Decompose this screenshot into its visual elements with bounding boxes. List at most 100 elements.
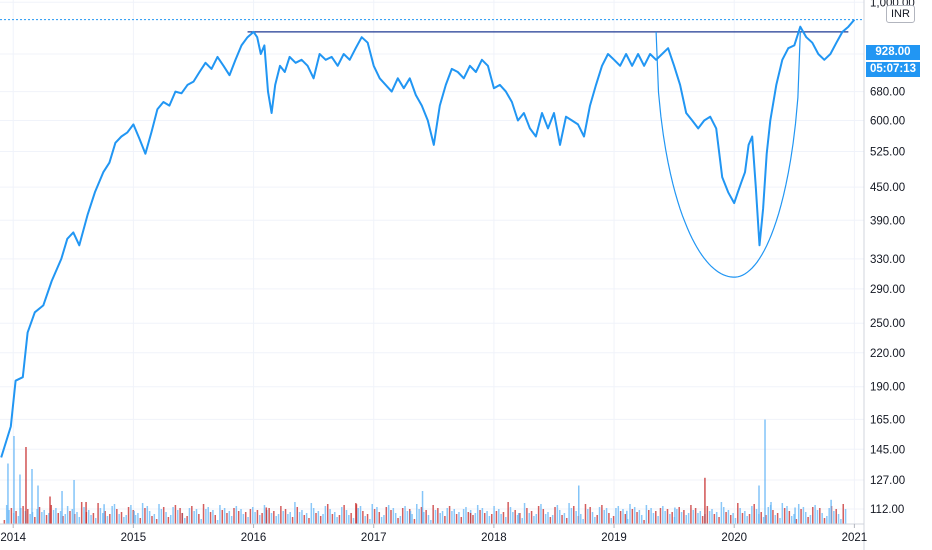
volume-bar xyxy=(181,513,183,524)
volume-bar xyxy=(828,508,830,524)
volume-bar xyxy=(336,517,338,524)
volume-bar xyxy=(118,514,120,524)
volume-bar xyxy=(794,507,796,524)
volume-bar xyxy=(430,520,432,524)
volume-bar xyxy=(233,508,235,524)
volume-bar xyxy=(781,503,784,524)
volume-bar xyxy=(776,513,779,524)
volume-bar xyxy=(612,516,615,524)
volume-bar xyxy=(268,508,270,524)
volume-bar xyxy=(685,515,687,524)
volume-bar xyxy=(249,509,252,524)
volume-bar xyxy=(741,513,744,524)
volume-bar xyxy=(165,512,167,524)
volume-bar xyxy=(734,518,737,524)
volume-bar xyxy=(50,505,52,524)
volume-bar xyxy=(631,509,634,524)
volume-bar xyxy=(659,508,662,524)
volume-bar xyxy=(519,513,521,524)
volume-bar xyxy=(472,515,474,524)
y-tick-label: 290.00 xyxy=(870,284,905,296)
volume-bar xyxy=(617,506,620,524)
volume-bar xyxy=(195,509,198,524)
volume-bar xyxy=(474,513,477,524)
y-tick-label: 525.00 xyxy=(870,146,905,158)
volume-bar xyxy=(202,504,205,524)
volume-bar xyxy=(329,509,331,524)
volume-bar xyxy=(369,519,371,524)
volume-bar xyxy=(296,507,299,524)
volume-bar xyxy=(64,514,67,524)
volume-bar xyxy=(106,516,109,524)
volume-bar xyxy=(230,516,233,524)
bar-countdown-badge: 05:07:13 xyxy=(866,62,920,77)
volume-bar xyxy=(678,507,680,524)
volume-bar xyxy=(437,508,439,524)
volume-bar xyxy=(87,510,90,524)
volume-bar xyxy=(633,507,636,524)
volume-bar xyxy=(188,508,191,524)
volume-bar xyxy=(102,513,104,524)
volume-bar xyxy=(840,519,842,524)
volume-bar xyxy=(184,518,186,524)
volume-bar xyxy=(772,510,774,524)
volume-bar xyxy=(512,512,514,524)
volume-bar xyxy=(498,509,500,524)
volume-bar xyxy=(715,512,718,524)
volume-bar xyxy=(416,504,418,524)
volume-bar xyxy=(221,510,224,524)
volume-bar xyxy=(516,515,519,524)
volume-bar xyxy=(692,510,695,524)
volume-bar xyxy=(308,518,310,524)
volume-bar xyxy=(664,511,666,524)
volume-bar xyxy=(19,474,21,524)
y-tick-label: 330.00 xyxy=(870,254,905,266)
volume-bar xyxy=(582,519,584,524)
volume-bar xyxy=(324,506,327,524)
volume-bar xyxy=(5,505,8,524)
volume-bar xyxy=(584,504,587,524)
volume-bar xyxy=(448,506,451,524)
volume-bar xyxy=(3,520,6,524)
volume-bar xyxy=(259,515,261,524)
volume-bar xyxy=(10,508,13,524)
y-tick-label: 220.00 xyxy=(870,348,905,360)
annotations xyxy=(0,19,864,278)
volume-bar xyxy=(737,503,739,524)
volume-bar xyxy=(265,507,268,524)
time-axis-labels[interactable]: 2014 2015 2016 2017 2018 2019 2020 2021 xyxy=(0,524,867,544)
volume-bar xyxy=(713,514,716,524)
volume-bar xyxy=(526,508,528,524)
volume-bar xyxy=(158,504,160,524)
volume-bar xyxy=(85,502,87,524)
volume-bar xyxy=(144,508,146,524)
y-tick-label: 127.00 xyxy=(870,475,905,487)
volume-bar xyxy=(758,485,760,524)
volume-bar xyxy=(540,504,542,524)
volume-bar xyxy=(362,511,364,524)
currency-button[interactable]: INR xyxy=(886,5,915,23)
volume-bar xyxy=(565,518,568,524)
price-axis-labels[interactable]: 1,000.00800.00680.00600.00525.00450.0039… xyxy=(870,0,915,516)
volume-bar xyxy=(275,516,277,524)
volume-bar xyxy=(523,503,526,524)
volume-bar xyxy=(284,509,287,524)
volume-bar xyxy=(626,510,628,524)
volume-bar xyxy=(80,502,83,524)
volume-bar xyxy=(533,516,535,524)
volume-bar xyxy=(823,518,826,524)
volume-bar xyxy=(37,485,39,524)
x-tick-label: 2020 xyxy=(721,532,747,544)
volume-bar xyxy=(547,512,549,524)
volume-bar xyxy=(704,477,706,524)
volume-bar xyxy=(544,514,547,524)
volume-bar xyxy=(34,517,36,524)
volume-bar xyxy=(43,510,45,524)
volume-bar xyxy=(326,504,329,524)
volume-bar xyxy=(228,511,231,524)
volume-bar xyxy=(701,516,704,524)
volume-bar xyxy=(605,508,608,524)
volume-bar xyxy=(774,515,777,524)
volume-bar xyxy=(720,502,723,524)
